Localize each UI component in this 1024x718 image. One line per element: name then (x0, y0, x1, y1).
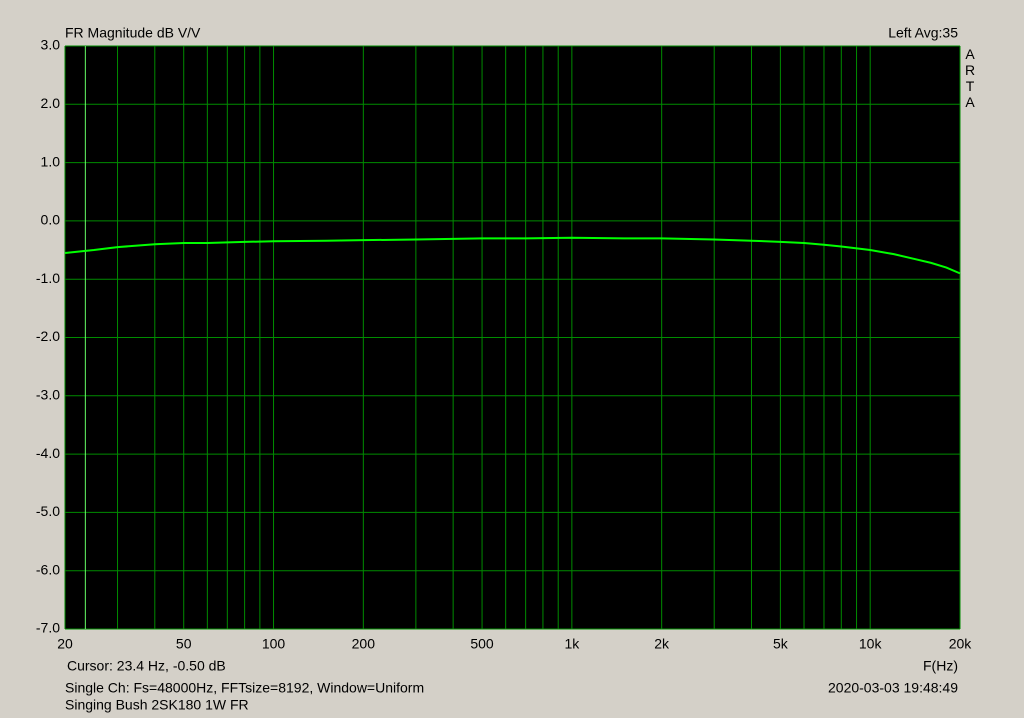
cursor-readout: Cursor: 23.4 Hz, -0.50 dB (67, 658, 226, 674)
x-axis-label: F(Hz) (923, 658, 958, 674)
y-tick-label: -5.0 (36, 503, 60, 519)
fr-line (64, 236, 961, 275)
y-tick-label: -6.0 (36, 561, 60, 577)
y-tick-label: 1.0 (41, 153, 61, 169)
info-text: Single Ch: Fs=48000Hz, FFTsize=8192, Win… (65, 680, 424, 696)
timestamp: 2020-03-03 19:48:49 (828, 680, 958, 696)
x-tick-label: 2k (654, 636, 670, 652)
y-tick-label: -4.0 (36, 445, 60, 461)
y-tick-label: -1.0 (36, 270, 60, 286)
x-tick-label: 20k (949, 636, 973, 652)
x-tick-label: 50 (176, 636, 192, 652)
y-tick-label: 3.0 (41, 37, 61, 53)
channel-label: Left Avg:35 (888, 25, 958, 41)
chart-title: FR Magnitude dB V/V (65, 25, 201, 41)
x-tick-label: 200 (352, 636, 376, 652)
x-tick-label: 500 (470, 636, 494, 652)
brand: ARTA (962, 46, 978, 110)
x-tick-label: 5k (773, 636, 789, 652)
y-tick-label: 0.0 (41, 212, 61, 228)
y-tick-label: 2.0 (41, 95, 61, 111)
y-tick-label: -3.0 (36, 387, 60, 403)
x-tick-label: 1k (564, 636, 580, 652)
caption: Singing Bush 2SK180 1W FR (65, 697, 249, 713)
y-tick-label: -2.0 (36, 328, 60, 344)
y-tick-label: -7.0 (36, 620, 60, 636)
x-tick-label: 20 (57, 636, 73, 652)
x-tick-label: 10k (859, 636, 883, 652)
x-tick-label: 100 (262, 636, 286, 652)
